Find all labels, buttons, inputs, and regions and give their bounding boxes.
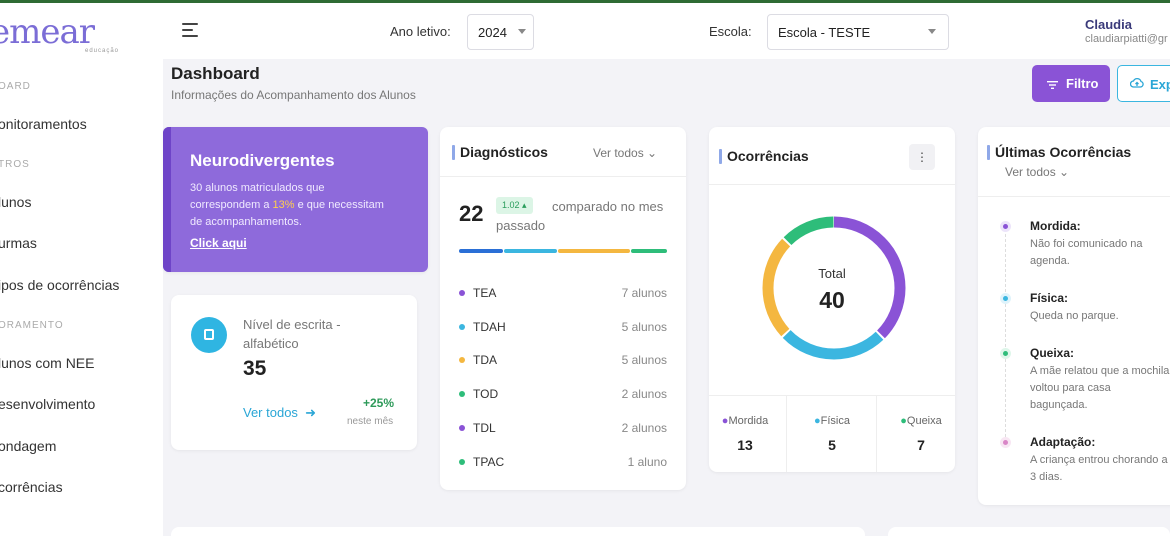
nivel-growth: +25% — [363, 396, 395, 410]
filter-icon — [1047, 78, 1058, 93]
cloud-upload-icon — [1129, 76, 1144, 93]
escola-value: Escola - TESTE — [778, 25, 871, 40]
ultimas-ver-todos[interactable]: Ver todos ⌄ — [1005, 165, 1070, 179]
logo-subtitle: educação — [85, 48, 120, 54]
diagnosticos-badge: 1.02 ▴ — [496, 197, 533, 214]
export-label: Exp — [1150, 77, 1170, 92]
donut-segment-outros — [762, 216, 906, 360]
ocorrencias-total-label: Total — [818, 266, 846, 281]
diagnosticos-ver-todos[interactable]: Ver todos ⌄ — [593, 146, 658, 160]
filter-button[interactable]: Filtro — [1032, 65, 1110, 102]
arrow-right-icon: ➜ — [301, 405, 317, 420]
diagnostico-item: TDAH 5 alunos — [459, 320, 667, 334]
neurodivergentes-card: Neurodivergentes 30 alunos matriculados … — [163, 127, 428, 272]
header: Ano letivo: 2024 Escola: Escola - TESTE … — [163, 3, 1170, 59]
logo[interactable]: emear educação — [0, 12, 118, 55]
ocorrencia-item[interactable]: Adaptação: A criança entrou chorando a 3… — [1000, 435, 1170, 486]
sidebar-item-monitoramentos[interactable]: onitoramentos — [0, 116, 87, 132]
ocorrencia-item[interactable]: Queixa: A mãe relatou que a mochila volt… — [1000, 346, 1170, 414]
diagnostico-item: TDL 2 alunos — [459, 421, 667, 435]
escola-select[interactable]: Escola - TESTE — [767, 14, 949, 50]
nivel-ver-todos-link[interactable]: Ver todos ➜ — [243, 405, 317, 420]
nivel-escrita-label: Nível de escrita - alfabético — [243, 317, 341, 351]
more-options-icon[interactable]: ⋮ — [909, 144, 935, 170]
neurodivergentes-link[interactable]: Click aqui — [190, 236, 247, 250]
nivel-escrita-value: 35 — [243, 357, 267, 380]
sidebar-item-tipos-ocorrencias[interactable]: ipos de ocorrências — [0, 277, 120, 293]
sidebar-item-alunos-nee[interactable]: lunos com NEE — [0, 355, 95, 371]
ano-letivo-select[interactable]: 2024 — [467, 14, 534, 50]
neurodivergentes-title: Neurodivergentes — [190, 151, 335, 170]
diagnosticos-card: Diagnósticos Ver todos ⌄ 22 comparado no… — [440, 127, 686, 490]
bottom-card — [888, 527, 1170, 536]
ultimas-ocorrencias-card: Últimas Ocorrências Ver todos ⌄ Mordida:… — [978, 127, 1170, 505]
ocorrencia-item[interactable]: Física: Queda no parque. — [1000, 291, 1170, 325]
user-email: claudiarpiatti@gr — [1085, 33, 1168, 45]
donut-segment-fisica — [762, 216, 906, 360]
ocorrencia-item[interactable]: Mordida: Não foi comunicado na agenda. — [1000, 219, 1170, 270]
nivel-escrita-card: Nível de escrita - alfabético 35 Ver tod… — [171, 295, 417, 450]
diagnostico-item: TDA 5 alunos — [459, 353, 667, 367]
diagnosticos-compare: comparado no mes passado — [496, 199, 664, 233]
sidebar-item-ocorrencias[interactable]: corrências — [0, 479, 63, 495]
neurodivergentes-description: 30 alunos matriculados que correspondem … — [190, 182, 384, 228]
logo-text: emear — [0, 12, 95, 52]
sidebar-item-turmas[interactable]: urmas — [0, 235, 37, 251]
progress-segment — [558, 249, 630, 253]
ocorrencias-card: Ocorrências ⋮ Total 40 ●Mordida 13 ●Físic… — [709, 127, 955, 472]
user-name[interactable]: Claudia — [1085, 17, 1132, 32]
legend-mordida: ●Mordida 13 — [721, 415, 769, 453]
ano-letivo-label: Ano letivo: — [390, 24, 451, 39]
diagnosticos-total: 22 — [459, 201, 484, 226]
caret-up-icon: ▴ — [522, 200, 527, 210]
sidebar-item-desenvolvimento[interactable]: esenvolvimento — [0, 396, 96, 412]
page-title: Dashboard — [171, 64, 260, 83]
menu-icon[interactable] — [182, 23, 198, 37]
diagnostico-item: TOD 2 alunos — [459, 387, 667, 401]
top-accent-bar — [0, 0, 1170, 3]
diagnostico-item: TEA 7 alunos — [459, 286, 667, 300]
filter-label: Filtro — [1066, 76, 1099, 91]
legend-fisica: ●Física 5 — [814, 415, 850, 453]
sidebar-item-sondagem[interactable]: ondagem — [0, 438, 57, 454]
legend-queixa: ●Queixa 7 — [900, 415, 942, 453]
ocorrencias-total: 40 — [819, 287, 845, 313]
ocorrencias-title: Ocorrências — [719, 148, 809, 164]
diagnostico-item: TPAC 1 aluno — [459, 455, 667, 469]
sidebar-section-monitoramento: ORAMENTO — [0, 320, 64, 331]
diagnosticos-title: Diagnósticos — [452, 144, 548, 160]
document-icon — [191, 317, 227, 353]
chevron-down-icon — [928, 29, 936, 34]
chevron-down-icon: ⌄ — [647, 146, 658, 160]
progress-segment — [631, 249, 667, 253]
chevron-down-icon — [518, 29, 526, 34]
sidebar-section-dashboard: OARD — [0, 81, 31, 92]
progress-segment — [459, 249, 503, 253]
sidebar-section-cadastros: TROS — [0, 159, 30, 170]
ano-letivo-value: 2024 — [478, 25, 507, 40]
donut-segment-mordida — [762, 216, 906, 360]
sidebar: emear educação OARD onitoramentos TROS l… — [0, 3, 163, 536]
escola-label: Escola: — [709, 24, 752, 39]
bottom-card — [171, 527, 865, 536]
progress-segment — [504, 249, 557, 253]
sidebar-item-alunos[interactable]: lunos — [0, 194, 32, 210]
ultimas-ocorrencias-title: Últimas Ocorrências — [987, 144, 1131, 160]
ocorrencias-donut — [762, 216, 906, 360]
chevron-down-icon: ⌄ — [1059, 165, 1070, 179]
page-subtitle: Informações do Acompanhamento dos Alunos — [171, 88, 416, 102]
nivel-growth-label: neste mês — [347, 416, 394, 427]
export-button[interactable]: Exp — [1117, 65, 1170, 102]
